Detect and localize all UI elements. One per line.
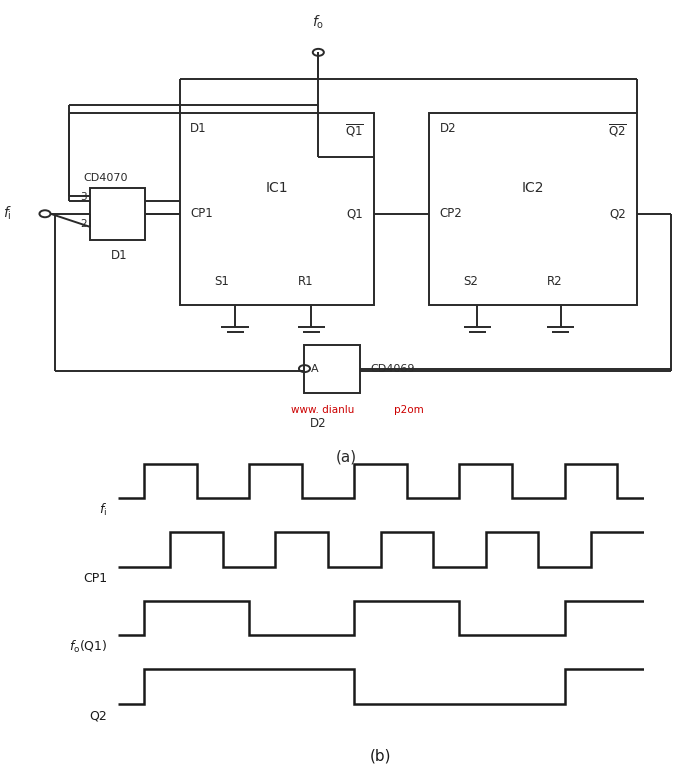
Text: D2: D2 xyxy=(439,122,456,135)
Text: Q1: Q1 xyxy=(347,207,363,220)
Text: R2: R2 xyxy=(547,275,563,288)
Text: D1: D1 xyxy=(111,249,127,262)
Text: www. dianlu: www. dianlu xyxy=(291,405,354,415)
Text: p2om: p2om xyxy=(394,405,424,415)
Text: IC1: IC1 xyxy=(266,181,288,195)
Text: (a): (a) xyxy=(336,449,356,464)
Text: IC2: IC2 xyxy=(522,181,544,195)
Text: CD4070: CD4070 xyxy=(83,173,127,183)
Text: D1: D1 xyxy=(190,122,207,135)
Text: $f_{\rm i}$: $f_{\rm i}$ xyxy=(99,502,107,518)
Text: 3: 3 xyxy=(80,192,86,202)
Bar xyxy=(180,114,374,305)
Text: S2: S2 xyxy=(464,275,478,288)
Text: CP2: CP2 xyxy=(439,207,462,220)
Text: (b): (b) xyxy=(370,748,392,763)
Text: CP1: CP1 xyxy=(190,207,213,220)
Text: CP1: CP1 xyxy=(83,573,107,585)
Text: D2: D2 xyxy=(310,417,327,430)
Bar xyxy=(90,188,145,240)
Text: Q2: Q2 xyxy=(610,207,626,220)
Text: A: A xyxy=(311,364,319,374)
Text: 2: 2 xyxy=(80,219,86,229)
Text: CD4069: CD4069 xyxy=(370,364,415,374)
Text: $f_{\rm i}$: $f_{\rm i}$ xyxy=(3,205,12,223)
Bar xyxy=(429,114,637,305)
Text: S1: S1 xyxy=(215,275,229,288)
Text: $\overline{\rm Q2}$: $\overline{\rm Q2}$ xyxy=(608,122,626,139)
Text: Q2: Q2 xyxy=(89,710,107,722)
Bar xyxy=(304,344,360,393)
Text: $f_{\rm o}$(Q1): $f_{\rm o}$(Q1) xyxy=(69,640,107,655)
Text: $f_{\rm o}$: $f_{\rm o}$ xyxy=(312,13,325,30)
Text: $\overline{\rm Q1}$: $\overline{\rm Q1}$ xyxy=(345,122,363,139)
Text: R1: R1 xyxy=(298,275,313,288)
